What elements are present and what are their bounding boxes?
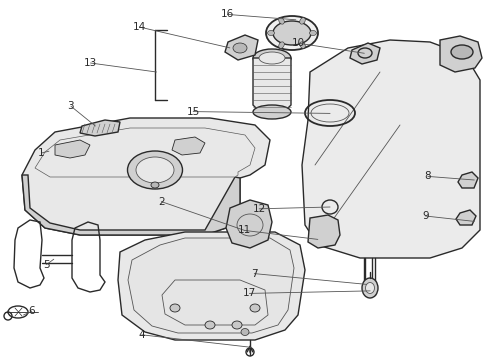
Ellipse shape xyxy=(365,283,374,293)
Ellipse shape xyxy=(241,328,248,336)
Ellipse shape xyxy=(249,304,260,312)
Polygon shape xyxy=(118,232,305,340)
Text: 3: 3 xyxy=(67,101,74,111)
Ellipse shape xyxy=(309,31,316,36)
Text: 11: 11 xyxy=(237,225,251,235)
Ellipse shape xyxy=(278,42,284,48)
Ellipse shape xyxy=(299,18,305,24)
Text: 5: 5 xyxy=(43,260,50,270)
Text: 12: 12 xyxy=(252,204,265,214)
Ellipse shape xyxy=(127,151,182,189)
Text: 6: 6 xyxy=(28,306,35,316)
Polygon shape xyxy=(80,120,120,136)
Ellipse shape xyxy=(231,321,242,329)
Ellipse shape xyxy=(232,43,246,53)
Ellipse shape xyxy=(361,278,377,298)
Polygon shape xyxy=(457,172,477,188)
Ellipse shape xyxy=(151,182,159,188)
Text: 10: 10 xyxy=(291,38,304,48)
Text: 4: 4 xyxy=(138,330,145,340)
Text: 17: 17 xyxy=(242,288,256,298)
Ellipse shape xyxy=(278,18,284,24)
Polygon shape xyxy=(252,58,290,112)
Ellipse shape xyxy=(299,42,305,48)
Polygon shape xyxy=(439,36,481,72)
Ellipse shape xyxy=(265,16,317,50)
Ellipse shape xyxy=(252,105,290,119)
Polygon shape xyxy=(128,238,293,333)
Text: 9: 9 xyxy=(421,211,428,221)
Polygon shape xyxy=(349,43,379,64)
Polygon shape xyxy=(172,137,204,155)
Polygon shape xyxy=(302,40,479,258)
Polygon shape xyxy=(455,210,475,225)
Text: 13: 13 xyxy=(83,58,97,68)
Polygon shape xyxy=(225,200,271,248)
Text: 7: 7 xyxy=(250,269,257,279)
Ellipse shape xyxy=(267,31,274,36)
Text: 14: 14 xyxy=(132,22,146,32)
Ellipse shape xyxy=(252,49,290,67)
Text: 8: 8 xyxy=(424,171,430,181)
Ellipse shape xyxy=(450,45,472,59)
Text: 2: 2 xyxy=(158,197,164,207)
Polygon shape xyxy=(22,118,269,235)
Polygon shape xyxy=(22,175,240,235)
Polygon shape xyxy=(307,215,339,248)
Polygon shape xyxy=(55,140,90,158)
Polygon shape xyxy=(224,35,258,60)
Text: 16: 16 xyxy=(220,9,234,19)
Text: 15: 15 xyxy=(186,107,200,117)
Polygon shape xyxy=(35,128,254,177)
Text: 1: 1 xyxy=(38,148,45,158)
Ellipse shape xyxy=(272,21,310,45)
Ellipse shape xyxy=(170,304,180,312)
Ellipse shape xyxy=(259,52,285,64)
Ellipse shape xyxy=(204,321,215,329)
Ellipse shape xyxy=(136,157,174,183)
